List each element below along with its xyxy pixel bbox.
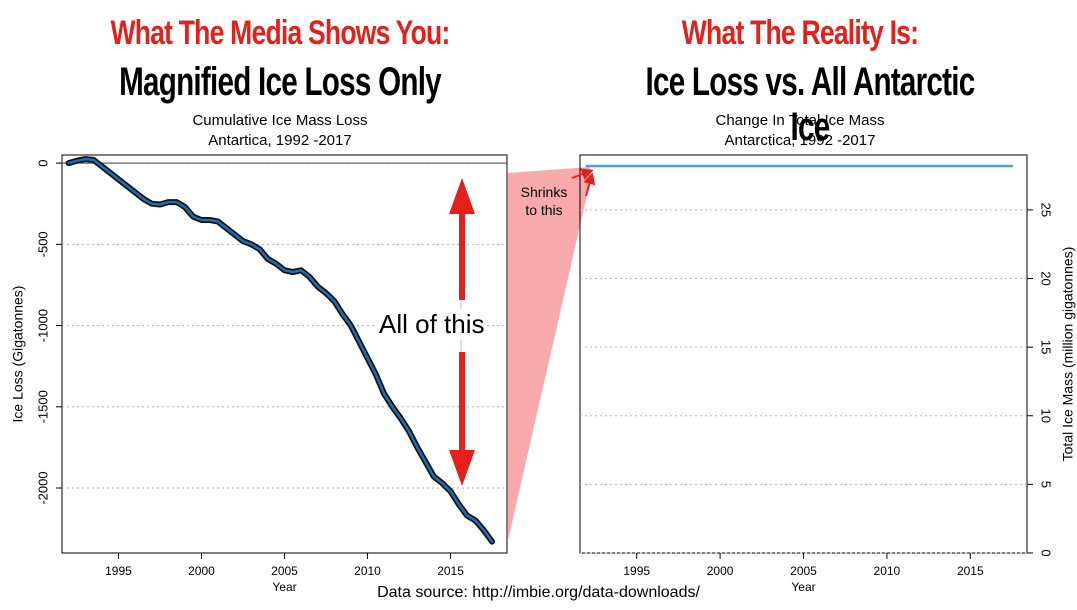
right-headline-black: Ice Loss vs. All Antarctic Ice	[645, 60, 976, 149]
x-tick-label: 1995	[623, 564, 650, 578]
big-arrow-head-down	[449, 450, 475, 486]
left-chart: 0 -500 -1000 -1500 -2000 1995 2000 2005 2010 2015…	[10, 154, 508, 594]
right-subtitle-2: Antarctica, 1992 -2017	[724, 132, 876, 149]
series-line	[67, 157, 494, 543]
x-tick-label: 2010	[874, 564, 901, 578]
y-tick-label: -2000	[35, 471, 50, 504]
series-line-outline	[65, 156, 496, 545]
y-axis-label: Ice Loss (Gigatonnes)	[10, 286, 26, 423]
x-tick-label: 2015	[437, 564, 464, 578]
shrink-funnel	[508, 167, 590, 540]
x-tick-label: 2000	[188, 564, 215, 578]
plot-frame	[579, 154, 1028, 554]
shrinks-label-1: Shrinks	[520, 184, 568, 200]
x-tick-label: 2005	[790, 564, 817, 578]
x-tick-label: 2000	[707, 564, 734, 578]
data-source-footer: Data source: http://imbie.org/data-downl…	[377, 584, 700, 601]
y-tick-label: 5	[1039, 481, 1054, 488]
y-axis-label: Total Ice Mass (million gigatonnes)	[1060, 247, 1076, 462]
right-chart: 0 5 10 15 20 25 1995 2000 2005 2010 2015 Year Total …	[579, 154, 1076, 594]
y-tick-label: -500	[35, 231, 50, 257]
x-tick-label: 2015	[957, 564, 984, 578]
x-tick-label: 1995	[105, 564, 132, 578]
y-tick-label: 20	[1039, 271, 1054, 285]
y-tick-label: 10	[1039, 409, 1054, 423]
all-of-this-label: All of this	[377, 309, 487, 340]
small-arrow-2	[583, 172, 596, 197]
x-tick-label: 2010	[354, 564, 381, 578]
y-tick-label: 25	[1039, 203, 1054, 217]
y-tick-label: 15	[1039, 340, 1054, 354]
y-tick-label: 0	[1039, 549, 1054, 556]
x-tick-label: 2005	[271, 564, 298, 578]
x-axis-label: Year	[791, 580, 815, 594]
left-headline-red: What The Media Shows You:	[110, 14, 450, 52]
right-subtitle-1: Change In Total Ice Mass	[715, 112, 885, 129]
y-tick-label: -1000	[35, 309, 50, 342]
big-arrow-head-up	[449, 178, 475, 214]
left-headline-black: Magnified Ice Loss Only	[119, 60, 442, 104]
y-tick-label: 0	[35, 160, 50, 167]
left-subtitle-1: Cumulative Ice Mass Loss	[192, 112, 368, 129]
left-subtitle-2: Antartica, 1992 -2017	[208, 132, 352, 149]
plot-frame	[61, 154, 508, 554]
annotations	[449, 168, 596, 486]
y-tick-label: -1500	[35, 390, 50, 423]
shrinks-label-2: to this	[525, 202, 563, 218]
right-headline-red: What The Reality Is:	[681, 14, 919, 52]
x-axis-label: Year	[272, 580, 296, 594]
